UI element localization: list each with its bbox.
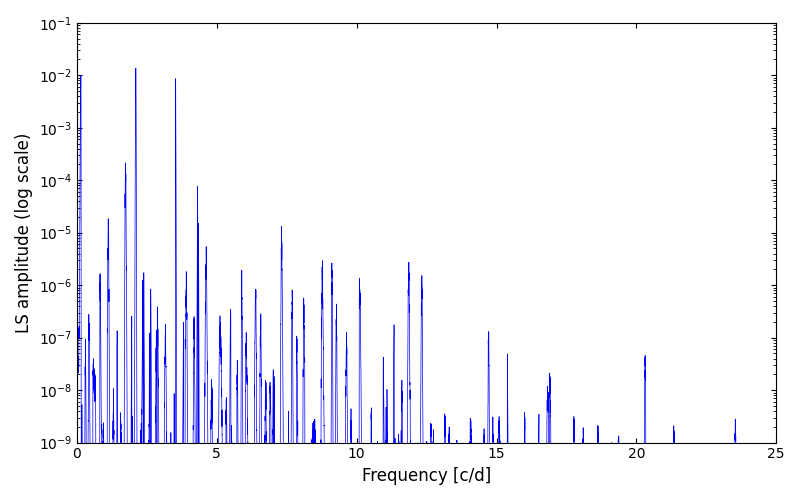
X-axis label: Frequency [c/d]: Frequency [c/d] bbox=[362, 467, 491, 485]
Y-axis label: LS amplitude (log scale): LS amplitude (log scale) bbox=[15, 132, 33, 333]
